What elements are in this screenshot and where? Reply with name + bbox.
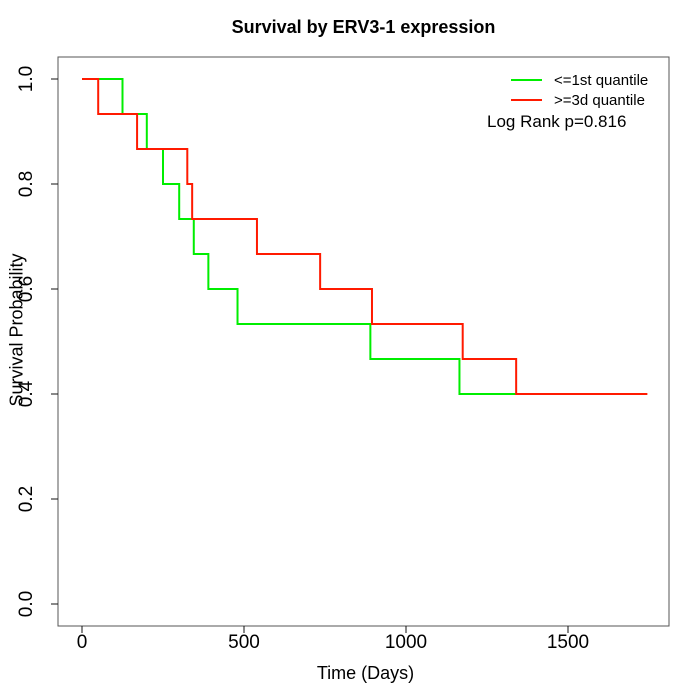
km-curve-third-quantile [82, 78, 648, 395]
x-tick-label: 1000 [384, 632, 428, 653]
legend-row-first-quantile: <=1st quantile [511, 70, 648, 90]
y-tick-label: 0.8 [16, 170, 37, 198]
y-tick-label: 0.2 [16, 485, 37, 513]
legend-line-red-icon [511, 99, 542, 101]
plot-box [57, 56, 670, 627]
y-tick-label: 1.0 [16, 65, 37, 93]
legend-line-green-icon [511, 79, 542, 81]
x-tick-label: 1500 [546, 632, 590, 653]
legend: <=1st quantile >=3d quantile [511, 70, 648, 110]
survival-curves [82, 78, 648, 395]
chart-title: Survival by ERV3-1 expression [231, 17, 496, 37]
x-axis-label: Time (Days) [316, 663, 415, 683]
y-tick-label: 0.0 [16, 590, 37, 618]
y-tick-label: 0.4 [16, 380, 37, 408]
x-tick-label: 0 [76, 632, 88, 653]
log-rank-annotation: Log Rank p=0.816 [487, 112, 627, 131]
legend-label-first-quantile: <=1st quantile [554, 71, 649, 89]
legend-row-third-quantile: >=3d quantile [511, 90, 648, 110]
km-curve-first-quantile [82, 78, 624, 395]
plot-box-border [57, 56, 670, 627]
y-tick-label: 0.6 [16, 275, 37, 303]
legend-label-third-quantile: >=3d quantile [554, 91, 645, 109]
axis-ticks [51, 78, 569, 633]
x-tick-label: 500 [228, 632, 260, 653]
